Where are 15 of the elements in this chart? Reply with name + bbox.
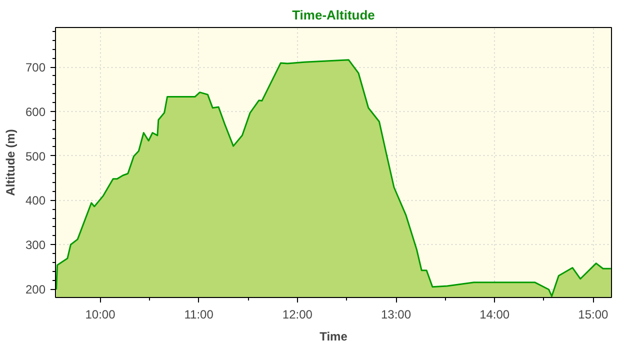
x-tick-label: 12:00: [282, 308, 313, 322]
chart-title: Time-Altitude: [292, 8, 375, 22]
y-tick-label: 200: [25, 282, 46, 297]
x-tick-label: 11:00: [184, 308, 214, 322]
x-axis-title: Time: [320, 330, 348, 344]
x-tick-label: 15:00: [578, 308, 609, 322]
y-tick-label: 400: [25, 194, 46, 208]
y-tick-label: 600: [25, 104, 46, 119]
y-tick-label: 300: [25, 238, 46, 252]
x-tick-label: 14:00: [480, 308, 510, 322]
y-axis-title: Altitude (m): [3, 129, 18, 196]
y-tick-label: 500: [25, 149, 46, 164]
x-tick-label: 10:00: [85, 308, 116, 322]
y-tick-label: 700: [25, 60, 46, 75]
x-tick-label: 13:00: [380, 308, 412, 322]
